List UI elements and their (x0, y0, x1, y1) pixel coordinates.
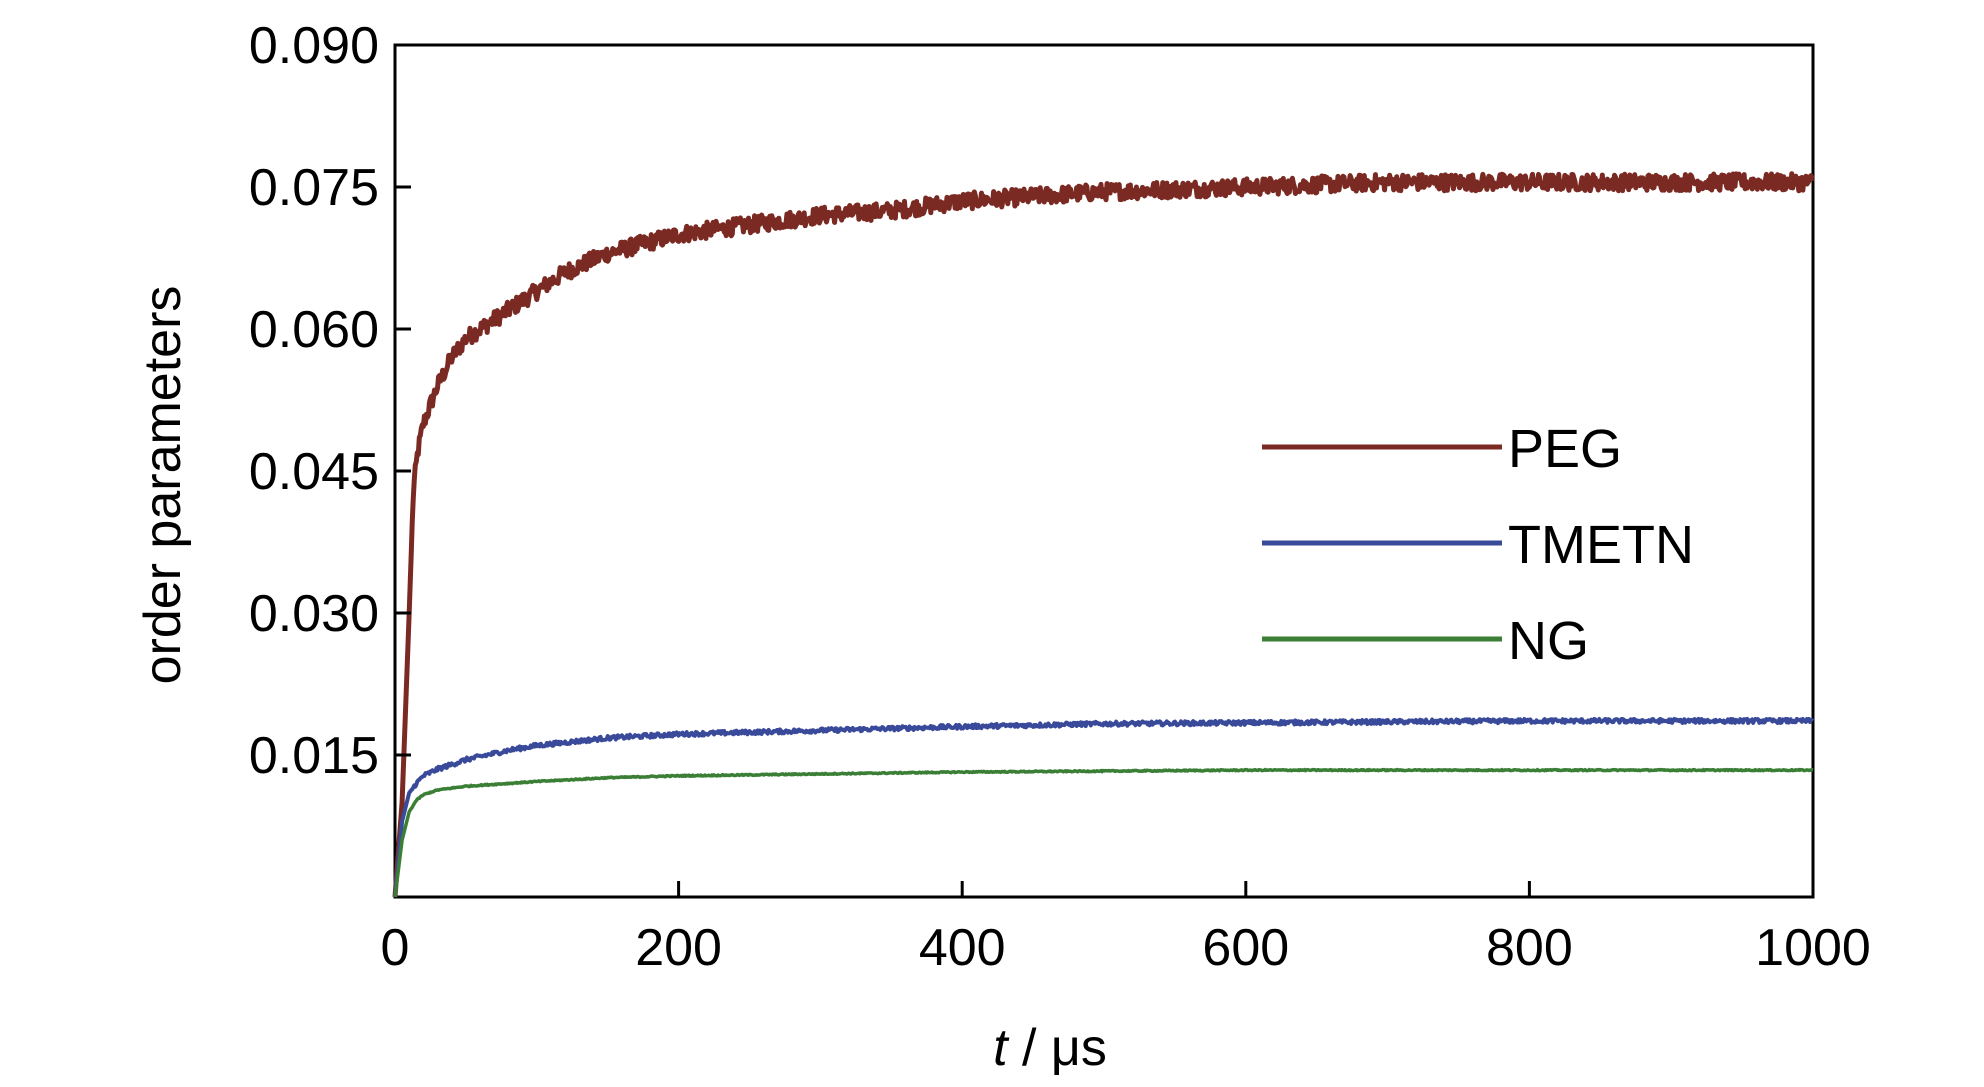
y-tick-label: 0.060 (249, 301, 379, 359)
series-line-tmetn (393, 716, 1815, 898)
series-layer (392, 171, 1815, 898)
y-tick-label: 0.030 (249, 585, 379, 643)
x-tick-label: 0 (381, 919, 410, 977)
x-axis-ticks: 0 200 400 600 800 1000 (381, 881, 1871, 977)
x-tick-label: 400 (919, 919, 1006, 977)
x-axis-label-unit: / μs (1008, 1019, 1107, 1077)
y-axis-label: order parameters (134, 286, 192, 685)
y-axis-ticks: 0.015 0.030 0.045 0.060 0.075 0.090 (249, 17, 411, 785)
y-tick-label: 0.045 (249, 443, 379, 501)
series-line-peg (392, 171, 1815, 898)
legend-label-tmetn: TMETN (1508, 515, 1694, 575)
y-tick-label: 0.015 (249, 727, 379, 785)
y-tick-label: 0.090 (249, 17, 379, 75)
x-tick-label: 200 (635, 919, 722, 977)
legend-label-ng: NG (1508, 611, 1589, 671)
x-tick-label: 600 (1202, 919, 1289, 977)
series-line-ng (393, 767, 1814, 898)
legend: PEG TMETN NG (1262, 419, 1694, 671)
x-tick-label: 1000 (1755, 919, 1871, 977)
x-axis-label-variable: t (993, 1019, 1010, 1077)
legend-label-peg: PEG (1508, 419, 1622, 479)
x-tick-label: 800 (1486, 919, 1573, 977)
y-tick-label: 0.075 (249, 159, 379, 217)
x-axis-label: t / μs (993, 1019, 1107, 1077)
